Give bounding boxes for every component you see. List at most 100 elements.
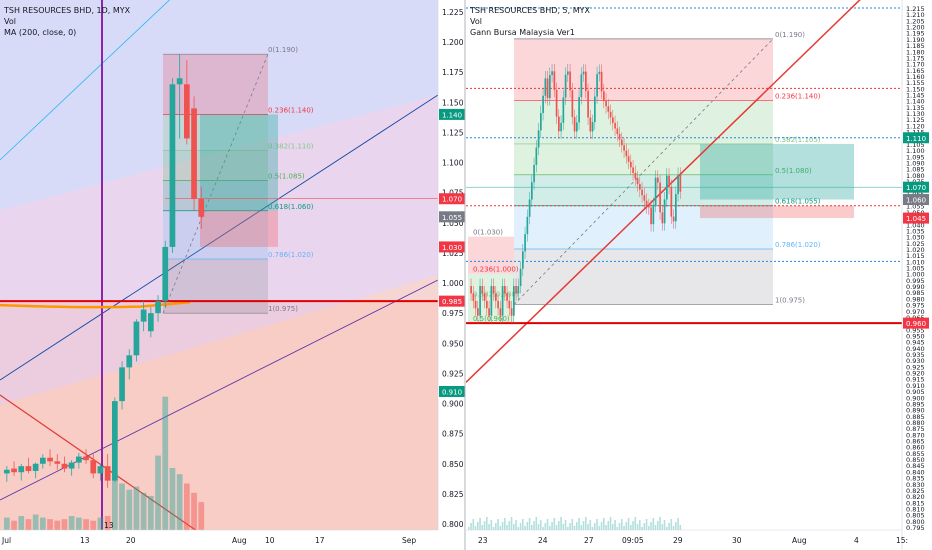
right-candle-body bbox=[499, 308, 502, 316]
right-price-axis[interactable] bbox=[902, 0, 932, 550]
right-candle-body bbox=[657, 177, 659, 183]
right-candle-body bbox=[618, 134, 621, 140]
right-volume-bar bbox=[632, 521, 634, 530]
right-fib-zone bbox=[514, 38, 773, 101]
left-fib-label: 0(1.190) bbox=[268, 46, 298, 54]
left-price-badge-bg bbox=[439, 385, 465, 397]
left-volume-bar bbox=[155, 455, 161, 530]
right-price-tick: 0.945 bbox=[906, 339, 925, 347]
right-volume-bar bbox=[587, 524, 589, 530]
right-volume-bar bbox=[560, 517, 562, 530]
right-volume-bar bbox=[526, 522, 529, 530]
left-volume-bar bbox=[133, 486, 140, 530]
left-candle-body bbox=[162, 246, 169, 302]
right-candle-body bbox=[648, 206, 650, 208]
right-candle-body bbox=[537, 130, 540, 148]
right-volume-bar bbox=[661, 524, 664, 530]
right-candle-body bbox=[605, 100, 607, 107]
right-price-tick: 1.100 bbox=[906, 147, 925, 155]
left-price-badge-bg bbox=[439, 108, 465, 120]
right-price-badge: 1.060 bbox=[906, 197, 926, 205]
left-candle-body bbox=[83, 456, 89, 461]
right-candle-body bbox=[596, 74, 598, 97]
right-volume-bar bbox=[677, 518, 679, 530]
left-candle-body bbox=[155, 301, 161, 314]
left-volume-bar bbox=[184, 483, 190, 530]
right-price-tick: 0.870 bbox=[906, 431, 925, 439]
left-price-tick: 0.950 bbox=[442, 339, 464, 348]
right-candle-body bbox=[526, 216, 529, 235]
left-price-badge: 1.140 bbox=[442, 111, 462, 119]
right-plot-area[interactable]: 0(1.190) 0.236(1.140) 0.382(1.105) 0.5(1.08… bbox=[466, 0, 902, 530]
right-candle-body bbox=[501, 286, 504, 316]
right-price-tick: 1.155 bbox=[906, 79, 925, 87]
left-fib-diagonal bbox=[162, 54, 269, 314]
right-price-tick: 1.000 bbox=[906, 271, 925, 279]
right-candle-body bbox=[654, 177, 657, 205]
right-fib-zone bbox=[514, 205, 773, 249]
right-volume-bar bbox=[596, 519, 598, 530]
right-candle-body bbox=[663, 199, 666, 224]
left-bg-zone-lower bbox=[0, 300, 438, 530]
right-price-tick: 1.215 bbox=[906, 5, 925, 13]
right-price-tick: 0.920 bbox=[906, 370, 925, 378]
left-candle-body bbox=[184, 84, 190, 139]
right-position-stop-box bbox=[700, 205, 854, 219]
right-volume-bar bbox=[553, 518, 556, 530]
left-blue-channel-upper bbox=[0, 94, 438, 381]
right-candle-body bbox=[578, 97, 580, 123]
left-price-badge-bg bbox=[439, 193, 465, 205]
left-volume-bar bbox=[169, 468, 176, 530]
right-price-tick: 1.095 bbox=[906, 153, 925, 161]
left-position-stop-box bbox=[200, 210, 278, 247]
right-candle-body bbox=[531, 182, 533, 200]
right-price-tick: 1.085 bbox=[906, 166, 925, 174]
left-price-tick: 1.225 bbox=[442, 8, 464, 17]
right-volume-bar bbox=[472, 519, 475, 530]
right-candle-body bbox=[630, 161, 632, 168]
left-candle-body bbox=[47, 457, 53, 462]
right-candle-body bbox=[634, 172, 637, 179]
left-candle-body bbox=[126, 355, 133, 368]
right-candle-body bbox=[616, 128, 619, 135]
right-price-tick: 1.170 bbox=[906, 61, 925, 69]
left-candle-body bbox=[133, 321, 140, 356]
right-volume-bar bbox=[607, 521, 610, 530]
left-time-axis[interactable] bbox=[0, 530, 465, 550]
left-volume-bar bbox=[18, 516, 25, 530]
right-candle-body bbox=[504, 286, 506, 294]
right-volume-bar bbox=[641, 527, 643, 530]
left-chart-panel[interactable]: 0(1.190) 0.236(1.140) 0.382(1.110) 0.5(1.08… bbox=[0, 0, 465, 550]
left-fib-zone bbox=[163, 180, 268, 211]
right-price-tick: 1.195 bbox=[906, 30, 925, 38]
right-price-tick: 0.815 bbox=[906, 499, 925, 507]
left-price-tick: 1.000 bbox=[442, 279, 464, 288]
left-price-tick: 1.125 bbox=[442, 128, 464, 137]
right-candle-body bbox=[490, 286, 493, 316]
right-candle-body bbox=[672, 216, 675, 222]
left-volume-bar bbox=[90, 520, 97, 530]
right-volume-bar bbox=[531, 525, 533, 530]
right-candle-body bbox=[562, 97, 565, 123]
right-chart-panel[interactable]: 0(1.190) 0.236(1.140) 0.382(1.105) 0.5(1.08… bbox=[464, 0, 932, 550]
right-candle-body bbox=[517, 286, 520, 294]
left-candle-body bbox=[11, 468, 17, 473]
left-volume-bar bbox=[104, 516, 111, 530]
left-plot-area[interactable]: 0(1.190) 0.236(1.140) 0.382(1.110) 0.5(1.08… bbox=[0, 0, 438, 540]
left-candle-body bbox=[32, 463, 39, 471]
left-price-tick: 0.800 bbox=[442, 520, 464, 529]
left-time-label: 10 bbox=[265, 536, 275, 545]
right-volume-bar bbox=[522, 519, 524, 530]
left-volume-bar bbox=[25, 519, 32, 530]
left-price-tick: 0.825 bbox=[442, 490, 464, 499]
left-price-axis[interactable] bbox=[438, 0, 465, 550]
left-candle-body bbox=[169, 84, 176, 247]
right-price-tick: 1.005 bbox=[906, 265, 925, 273]
right-price-tick: 1.025 bbox=[906, 240, 925, 248]
right-price-tick: 1.010 bbox=[906, 258, 925, 266]
right-legend-indicator: Gann Bursa Malaysia Ver1 bbox=[470, 28, 575, 37]
right-volume-bar bbox=[573, 526, 576, 530]
right-candle-body bbox=[585, 71, 587, 91]
left-volume-bar bbox=[76, 517, 82, 530]
